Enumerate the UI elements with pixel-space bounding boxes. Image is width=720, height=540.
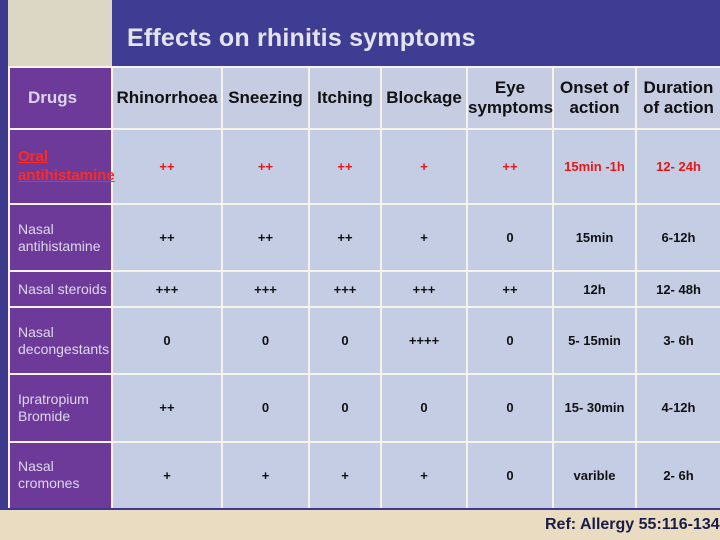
drug-name-line2: cromones	[18, 475, 80, 492]
cell-duration: 2- 6h	[635, 440, 720, 511]
header-onset: Onset of action	[552, 66, 637, 130]
cell-duration: 12- 48h	[635, 270, 720, 308]
drug-name-cell: Oral antihistamine	[8, 128, 115, 205]
cell-rhinorrhoea: ++	[111, 373, 223, 443]
title-bar	[112, 0, 720, 66]
cell-rhinorrhoea: +++	[111, 270, 223, 308]
footer-band	[0, 510, 720, 540]
cell-eye-symptoms: 0	[466, 440, 554, 511]
cell-blockage: +	[380, 128, 468, 205]
reference-citation: Ref: Allergy 55:116-134,200	[545, 516, 720, 533]
cell-rhinorrhoea: 0	[111, 305, 223, 376]
symptoms-table: Drugs Rhinorrhoea Sneezing Itching Block…	[8, 66, 720, 511]
table-row: Nasal cromones + + + + 0 varible 2- 6h	[8, 440, 720, 511]
cell-itching: ++	[308, 128, 382, 205]
cell-sneezing: 0	[221, 305, 310, 376]
header-row: Drugs Rhinorrhoea Sneezing Itching Block…	[8, 66, 720, 130]
header-eye-symptoms: Eye symptoms	[466, 66, 554, 130]
cell-duration: 12- 24h	[635, 128, 720, 205]
cell-onset: 15min	[552, 202, 637, 273]
drug-name-cell: Ipratropium Bromide	[8, 373, 113, 443]
drug-name-cell: Nasal decongestants	[8, 305, 113, 376]
cell-itching: 0	[308, 373, 382, 443]
cell-blockage: ++++	[380, 305, 468, 376]
cell-itching: +	[308, 440, 382, 511]
cell-duration: 3- 6h	[635, 305, 720, 376]
cell-itching: +++	[308, 270, 382, 308]
table-row: Nasal antihistamine ++ ++ ++ + 0 15min 6…	[8, 202, 720, 273]
cell-onset: 12h	[552, 270, 637, 308]
header-rhinorrhoea: Rhinorrhoea	[111, 66, 223, 130]
table-row: Oral antihistamine ++ ++ ++ + ++ 15min -…	[8, 128, 720, 205]
drug-name-line2: antihistamine	[18, 167, 115, 185]
drug-name-cell: Nasal steroids	[8, 270, 113, 308]
cell-rhinorrhoea: +	[111, 440, 223, 511]
drug-name-line2: Bromide	[18, 407, 71, 424]
cell-blockage: 0	[380, 373, 468, 443]
cell-rhinorrhoea: ++	[111, 202, 223, 273]
cell-blockage: +	[380, 440, 468, 511]
drug-name-line1: Oral	[18, 148, 49, 166]
drug-name-line1: Nasal	[18, 458, 54, 475]
cell-eye-symptoms: 0	[466, 202, 554, 273]
table-row: Nasal steroids +++ +++ +++ +++ ++ 12h 12…	[8, 270, 720, 308]
cell-sneezing: 0	[221, 373, 310, 443]
title-bar-corner	[8, 0, 112, 66]
cell-eye-symptoms: 0	[466, 373, 554, 443]
table-row: Ipratropium Bromide ++ 0 0 0 0 15- 30min…	[8, 373, 720, 443]
cell-blockage: +	[380, 202, 468, 273]
header-blockage: Blockage	[380, 66, 468, 130]
cell-onset: varible	[552, 440, 637, 511]
header-drugs: Drugs	[8, 66, 113, 130]
cell-sneezing: +++	[221, 270, 310, 308]
cell-eye-symptoms: ++	[466, 128, 554, 205]
cell-sneezing: ++	[221, 128, 310, 205]
cell-eye-symptoms: ++	[466, 270, 554, 308]
drug-name-line2: antihistamine	[18, 237, 101, 254]
header-sneezing: Sneezing	[221, 66, 310, 130]
cell-onset: 15- 30min	[552, 373, 637, 443]
drug-name-cell: Nasal antihistamine	[8, 202, 113, 273]
drug-name-cell: Nasal cromones	[8, 440, 113, 511]
header-itching: Itching	[308, 66, 382, 130]
drug-name-line1: Nasal steroids	[18, 280, 107, 297]
cell-duration: 6-12h	[635, 202, 720, 273]
bottom-rule	[8, 508, 720, 511]
cell-eye-symptoms: 0	[466, 305, 554, 376]
drug-name-line1: Ipratropium	[18, 390, 89, 407]
header-duration: Duration of action	[635, 66, 720, 130]
left-accent-band	[0, 0, 8, 510]
cell-onset: 5- 15min	[552, 305, 637, 376]
cell-itching: ++	[308, 202, 382, 273]
table-row: Nasal decongestants 0 0 0 ++++ 0 5- 15mi…	[8, 305, 720, 376]
symptoms-table-container: Drugs Rhinorrhoea Sneezing Itching Block…	[8, 66, 720, 511]
drug-name-line1: Nasal	[18, 323, 54, 340]
cell-duration: 4-12h	[635, 373, 720, 443]
drug-name-line2: decongestants	[18, 340, 110, 357]
cell-sneezing: ++	[221, 202, 310, 273]
cell-onset: 15min -1h	[552, 128, 637, 205]
cell-sneezing: +	[221, 440, 310, 511]
slide-title: Effects on rhinitis symptoms	[127, 24, 476, 52]
cell-itching: 0	[308, 305, 382, 376]
drug-name-line1: Nasal	[18, 220, 54, 237]
cell-blockage: +++	[380, 270, 468, 308]
cell-rhinorrhoea: ++	[111, 128, 223, 205]
